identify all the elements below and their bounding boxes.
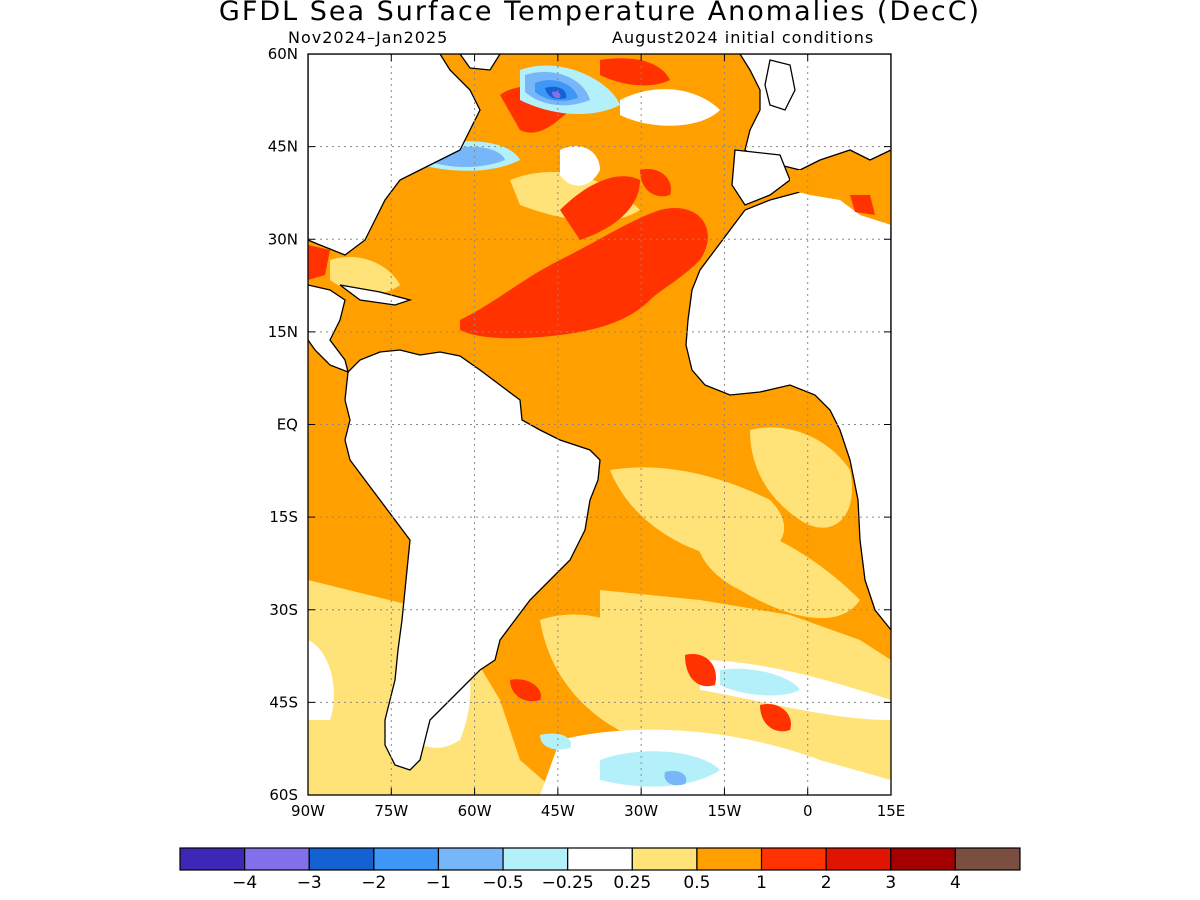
lon-tick-label: 15W [707,802,741,820]
colorbar-label: −3 [297,873,322,893]
colorbar-swatch [437,847,504,871]
colorbar-swatch [567,847,633,871]
colorbar-label: −0.25 [542,873,594,893]
map-title: GFDL Sea Surface Temperature Anomalies (… [218,0,982,27]
colorbar-label: −2 [361,873,386,893]
lon-tick-label: 45W [541,802,575,820]
forecast-period: Nov2024–Jan2025 [288,28,449,47]
colorbar-label: 0.5 [683,873,710,893]
south-america [344,349,601,771]
colorbar-swatch [502,847,569,871]
africa [685,187,891,632]
colorbar-swatch [825,847,892,871]
colorbar-label: −0.5 [482,873,523,893]
colorbar-swatch [760,847,827,871]
strong-warm-regions [308,58,791,732]
colorbar-label: −4 [232,873,257,893]
lat-tick-label: 15N [268,323,298,341]
land-masses [308,54,891,771]
colorbar-label: 0.25 [613,873,651,893]
colorbar-label: −1 [426,873,451,893]
lon-tick-label: 90W [291,802,325,820]
longitude-labels: 90W 75W 60W 45W 30W 15W 0 15E [291,802,905,820]
colorbar-swatch [373,847,440,871]
lat-tick-label: 30N [268,230,298,248]
graticule [308,54,891,795]
lat-tick-label: 60S [269,786,298,804]
lon-tick-label: 60W [458,802,492,820]
lon-tick-label: 15E [877,802,906,820]
lon-tick-label: 30W [624,802,658,820]
colorbar-label: 3 [885,873,896,893]
lat-tick-label: EQ [277,416,298,434]
colorbar [179,847,1021,871]
lat-tick-label: 30S [269,601,298,619]
north-america [308,54,481,256]
colorbar-swatch [308,847,375,871]
lat-tick-label: 45S [269,693,298,711]
central-america [308,284,349,374]
colorbar-swatch [179,847,246,871]
map-plot-area [308,54,891,795]
lon-tick-label: 0 [803,802,813,820]
colorbar-swatch [890,847,956,871]
initial-conditions: August2024 initial conditions [612,28,875,47]
colorbar-swatch [631,847,698,871]
colorbar-label: 4 [950,873,961,893]
lat-tick-label: 15S [269,508,298,526]
colorbar-swatch [696,847,763,871]
colorbar-label: 1 [756,873,767,893]
greenland-tip [459,54,501,71]
colorbar-labels: −4 −3 −2 −1 −0.5 −0.25 0.25 0.5 1 2 3 4 [232,873,961,893]
uk [764,59,796,111]
mediterranean-anomaly [790,170,891,225]
axis-ticks [307,53,892,796]
iberia [731,149,791,206]
latitude-labels: 60N 45N 30N 15N EQ 15S 30S 45S 60S [268,45,298,804]
colorbar-label: 2 [821,873,832,893]
colorbar-swatch [954,847,1021,871]
lat-tick-label: 45N [268,138,298,156]
lon-tick-label: 75W [374,802,408,820]
colorbar-swatch [244,847,310,871]
cuba [339,284,413,306]
lat-tick-label: 60N [268,45,298,63]
